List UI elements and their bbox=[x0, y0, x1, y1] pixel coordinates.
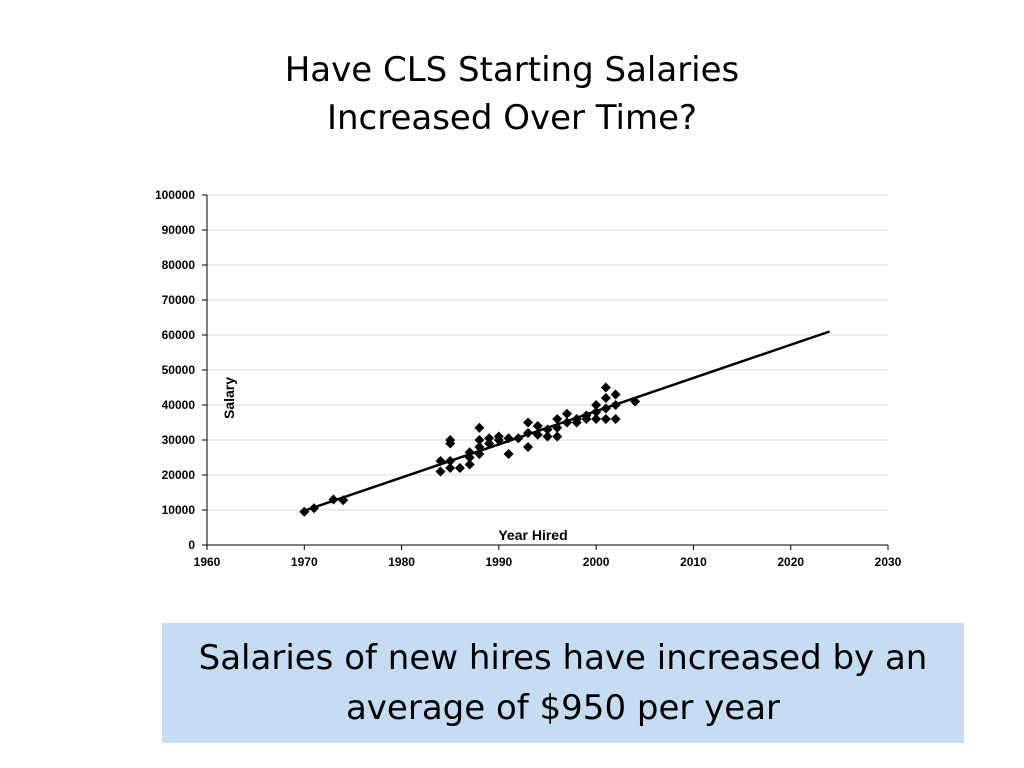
slide-title-line-2: Increased Over Time? bbox=[326, 98, 698, 138]
y-tick-label: 50000 bbox=[162, 363, 196, 377]
data-point bbox=[503, 449, 514, 459]
data-point bbox=[591, 414, 602, 424]
data-point bbox=[299, 506, 310, 517]
data-point bbox=[474, 422, 485, 433]
data-point bbox=[484, 433, 495, 444]
x-tick-label: 2030 bbox=[875, 555, 902, 569]
data-point bbox=[309, 503, 320, 514]
callout-line-2: average of $950 per year bbox=[345, 688, 781, 728]
data-point bbox=[523, 428, 534, 438]
data-point bbox=[581, 410, 592, 421]
data-point bbox=[542, 424, 553, 435]
y-tick-label: 80000 bbox=[162, 258, 196, 272]
x-tick-label: 1970 bbox=[291, 555, 318, 569]
chart-gridlines bbox=[207, 194, 888, 511]
data-point bbox=[600, 393, 611, 403]
data-point bbox=[600, 414, 611, 424]
data-point bbox=[445, 463, 456, 473]
y-tick-label: 40000 bbox=[162, 398, 196, 412]
x-tick-label: 1980 bbox=[388, 555, 415, 569]
data-point bbox=[610, 400, 621, 410]
data-point bbox=[445, 435, 456, 445]
y-tick-label: 90000 bbox=[162, 223, 196, 237]
chart-points bbox=[299, 382, 641, 517]
data-point bbox=[445, 456, 456, 466]
data-point bbox=[561, 408, 572, 419]
y-tick-label: 60000 bbox=[162, 328, 196, 342]
slide-title-line-1: Have CLS Starting Salaries bbox=[284, 50, 740, 90]
data-point bbox=[464, 459, 475, 470]
x-tick-label: 1960 bbox=[194, 555, 221, 569]
data-point bbox=[474, 442, 485, 452]
data-point bbox=[552, 414, 563, 424]
x-tick-label: 1990 bbox=[486, 555, 513, 569]
data-point bbox=[338, 495, 349, 506]
data-point bbox=[523, 442, 534, 452]
data-point bbox=[610, 389, 621, 400]
scatter-chart: 0 10000 20000 30000 40000 50000 60000 70000 8000… bbox=[155, 188, 902, 569]
y-tick-label: 20000 bbox=[162, 468, 196, 482]
y-tick-label: 30000 bbox=[162, 433, 196, 447]
y-tick-label: 10000 bbox=[162, 503, 196, 517]
data-point bbox=[328, 494, 339, 505]
data-point bbox=[464, 447, 475, 458]
data-point bbox=[561, 417, 572, 428]
data-point bbox=[484, 438, 495, 449]
data-point bbox=[610, 414, 621, 424]
data-point bbox=[513, 433, 524, 444]
y-axis-title: Salary bbox=[221, 377, 237, 419]
data-point bbox=[542, 431, 553, 442]
callout-line-1: Salaries of new hires have increased by … bbox=[198, 638, 928, 678]
data-point bbox=[454, 463, 465, 473]
data-point bbox=[600, 382, 611, 393]
data-point bbox=[474, 435, 485, 445]
data-point bbox=[493, 431, 504, 442]
y-tick-label: 70000 bbox=[162, 293, 196, 307]
data-point bbox=[591, 407, 602, 417]
data-point bbox=[600, 403, 611, 414]
data-point bbox=[571, 414, 582, 424]
x-axis-title: Year Hired bbox=[498, 527, 567, 543]
data-point bbox=[532, 421, 543, 431]
x-tick-label: 2000 bbox=[583, 555, 610, 569]
x-tick-label: 2020 bbox=[777, 555, 804, 569]
data-point bbox=[435, 456, 446, 466]
data-point bbox=[591, 400, 602, 410]
chart-axes bbox=[202, 194, 889, 550]
data-point bbox=[435, 466, 446, 477]
data-point bbox=[630, 396, 641, 407]
data-point bbox=[474, 449, 485, 459]
data-point bbox=[523, 417, 534, 428]
x-tick-label: 2010 bbox=[680, 555, 707, 569]
data-point bbox=[552, 431, 563, 442]
data-point bbox=[532, 429, 543, 440]
chart-tick-labels: 0 10000 20000 30000 40000 50000 60000 70000 8000… bbox=[155, 188, 902, 569]
summary-callout: Salaries of new hires have increased by … bbox=[162, 623, 964, 743]
y-tick-label: 0 bbox=[188, 538, 195, 552]
y-tick-label: 100000 bbox=[155, 188, 195, 202]
data-point bbox=[464, 452, 475, 463]
data-point bbox=[552, 422, 563, 433]
slide-title: Have CLS Starting Salaries Increased Ove… bbox=[0, 46, 1024, 142]
data-point bbox=[503, 433, 514, 444]
